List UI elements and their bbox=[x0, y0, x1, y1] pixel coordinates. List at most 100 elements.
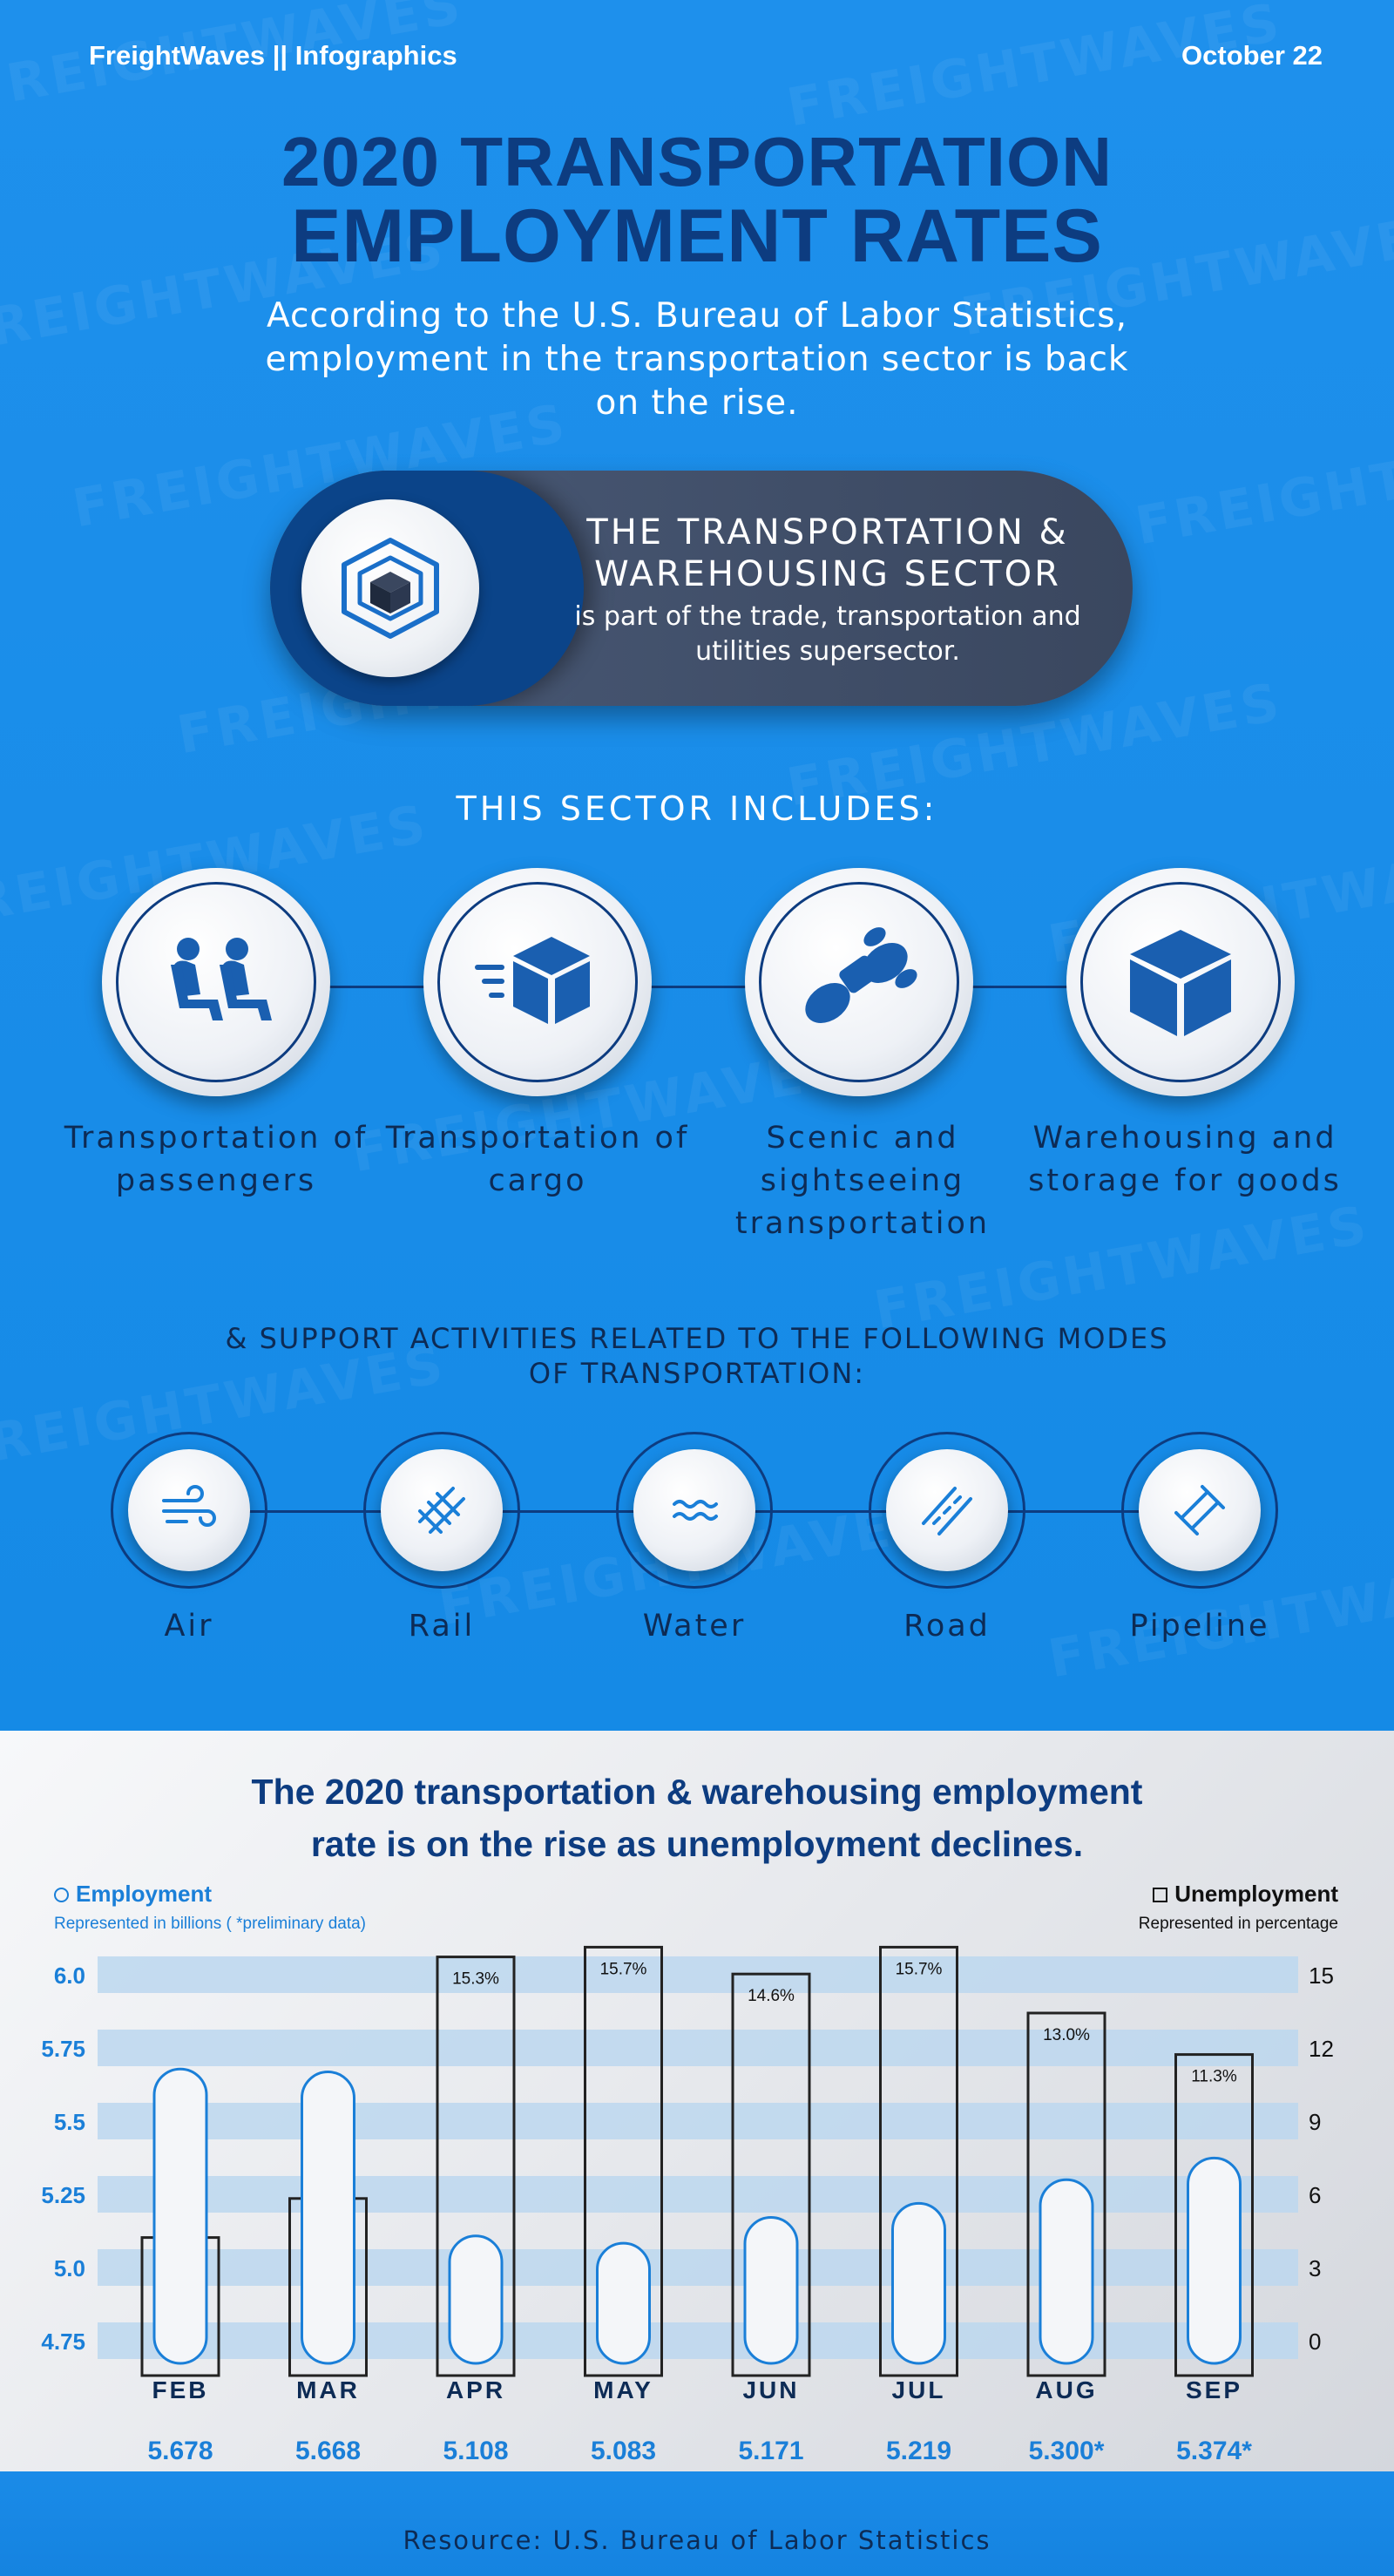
legend-unemployment-label: Unemployment bbox=[1174, 1881, 1338, 1907]
employment-value-label: 5.108 bbox=[443, 2437, 508, 2465]
month-label: SEP bbox=[1186, 2376, 1242, 2403]
unemployment-bar bbox=[731, 1972, 811, 2377]
infographic-top: FREIGHTWAVES FREIGHTWAVES FREIGHTWAVES F… bbox=[0, 0, 1394, 1731]
warehousing-circle bbox=[1066, 868, 1295, 1096]
unemployment-bar bbox=[1026, 2011, 1106, 2377]
legend-employment: Employment Represented in billions ( *pr… bbox=[54, 1881, 366, 1934]
legend-employment-marker bbox=[54, 1888, 69, 1902]
right-axis-note: Represented in percentage bbox=[1138, 1915, 1338, 1933]
binoculars-icon bbox=[805, 927, 917, 1023]
grid-band bbox=[98, 2103, 1298, 2139]
includes-connector bbox=[218, 986, 1194, 988]
left-tick-label: 6.0 bbox=[54, 1963, 85, 1989]
unemployment-bar bbox=[584, 1945, 663, 2377]
pill-body: is part of the trade, transportation and… bbox=[574, 601, 1081, 667]
pill-icon-circle bbox=[301, 499, 479, 677]
mode-circle-pipeline bbox=[1139, 1449, 1261, 1571]
month-label: APR bbox=[446, 2376, 505, 2403]
wind-icon bbox=[162, 1485, 216, 1527]
left-axis-note: Represented in billions ( *preliminary d… bbox=[54, 1915, 367, 1933]
brand-label: FreightWaves || Infographics bbox=[89, 40, 457, 71]
employment-bar bbox=[743, 2216, 799, 2365]
pill-heading-2: WAREHOUSING SECTOR bbox=[594, 554, 1061, 594]
employment-bar bbox=[301, 2071, 355, 2365]
source-note: Resource: U.S. Bureau of Labor Statistic… bbox=[403, 2525, 991, 2555]
page-title-line2: EMPLOYMENT RATES bbox=[291, 194, 1103, 278]
mode-ring-water bbox=[616, 1432, 773, 1589]
right-tick-label: 15 bbox=[1309, 1963, 1334, 1989]
right-tick-label: 6 bbox=[1309, 2182, 1321, 2208]
unemployment-value-label: 13.0% bbox=[1043, 2026, 1090, 2044]
grid-band bbox=[98, 2176, 1298, 2213]
mode-ring-road bbox=[869, 1432, 1025, 1589]
mode-circle-air bbox=[128, 1449, 250, 1571]
left-tick-label: 5.0 bbox=[54, 2255, 85, 2281]
employment-bar bbox=[1039, 2178, 1094, 2365]
support-heading: & SUPPORT ACTIVITIES RELATED TO THE FOLL… bbox=[225, 1322, 1169, 1390]
legend-employment-label: Employment bbox=[76, 1881, 213, 1907]
mode-label-rail: Rail bbox=[408, 1609, 476, 1644]
grid-band bbox=[98, 2030, 1298, 2066]
includes-label-3: Scenic and sightseeing transportation bbox=[734, 1121, 991, 1241]
month-label: AUG bbox=[1035, 2376, 1097, 2403]
unemployment-bar bbox=[879, 1945, 958, 2377]
right-tick-label: 3 bbox=[1309, 2255, 1321, 2281]
unemployment-value-label: 15.7% bbox=[600, 1960, 647, 1978]
mode-label-road: Road bbox=[903, 1609, 991, 1644]
moving-box-icon bbox=[475, 937, 590, 1024]
employment-bar bbox=[1187, 2156, 1242, 2365]
chart-section: The 2020 transportation & warehousing em… bbox=[0, 1731, 1394, 2471]
pill-cap bbox=[270, 471, 584, 706]
road-icon bbox=[922, 1487, 972, 1535]
employment-value-label: 5.219 bbox=[886, 2437, 951, 2465]
sector-pill: THE TRANSPORTATION & WAREHOUSING SECTOR … bbox=[270, 471, 1133, 706]
sightseeing-circle bbox=[745, 868, 973, 1096]
mode-ring-pipeline bbox=[1121, 1432, 1278, 1589]
legend-unemployment-marker bbox=[1153, 1888, 1168, 1902]
employment-bar bbox=[891, 2201, 946, 2365]
mode-ring-air bbox=[111, 1432, 267, 1589]
employment-bar bbox=[448, 2234, 504, 2365]
left-tick-label: 5.25 bbox=[41, 2182, 85, 2208]
cargo-circle bbox=[423, 868, 652, 1096]
unemployment-value-label: 14.6% bbox=[748, 1987, 795, 2005]
mode-label-air: Air bbox=[164, 1609, 214, 1644]
employment-value-label: 5.374* bbox=[1176, 2437, 1252, 2465]
grid-band bbox=[98, 2249, 1298, 2286]
left-tick-label: 4.75 bbox=[41, 2329, 85, 2355]
warehouse-cube-icon bbox=[342, 538, 439, 639]
mode-label-water: Water bbox=[642, 1609, 747, 1644]
employment-bar bbox=[596, 2241, 651, 2365]
railroad-icon bbox=[418, 1487, 465, 1534]
employment-value-label: 5.300* bbox=[1029, 2437, 1105, 2465]
unemployment-bar bbox=[1174, 2053, 1254, 2377]
waves-icon bbox=[673, 1500, 718, 1521]
employment-value-label: 5.668 bbox=[295, 2437, 361, 2465]
mode-circle-road bbox=[886, 1449, 1008, 1571]
passenger-seats-icon bbox=[171, 938, 272, 1020]
mode-circle-rail bbox=[381, 1449, 503, 1571]
employment-bar bbox=[152, 2067, 208, 2365]
month-label: FEB bbox=[152, 2376, 209, 2403]
includes-label-1: Transportation of passengers bbox=[64, 1121, 369, 1198]
unemployment-bar bbox=[436, 1956, 516, 2377]
employment-value-label: 5.083 bbox=[591, 2437, 656, 2465]
month-label: JUL bbox=[892, 2376, 946, 2403]
watermark: FREIGHTWAVES bbox=[1131, 410, 1394, 558]
unemployment-value-label: 11.3% bbox=[1191, 2068, 1237, 2086]
page-subtitle: According to the U.S. Bureau of Labor St… bbox=[265, 296, 1129, 423]
cube-icon bbox=[1130, 930, 1231, 1036]
legend-unemployment: Unemployment Represented in percentage bbox=[1139, 1881, 1338, 1934]
footer: Resource: U.S. Bureau of Labor Statistic… bbox=[0, 2471, 1394, 2576]
right-tick-label: 0 bbox=[1309, 2329, 1321, 2355]
unemployment-value-label: 15.7% bbox=[896, 1960, 943, 1978]
unemployment-value-label: 15.3% bbox=[452, 1970, 499, 1989]
includes-label-2: Transportation of cargo bbox=[385, 1121, 690, 1198]
chart-title: The 2020 transportation & warehousing em… bbox=[251, 1772, 1143, 1864]
right-tick-label: 9 bbox=[1309, 2109, 1321, 2135]
mode-circle-water bbox=[633, 1449, 755, 1571]
month-label: JUN bbox=[742, 2376, 799, 2403]
page-title-line1: 2020 TRANSPORTATION bbox=[281, 123, 1113, 200]
passengers-circle bbox=[102, 868, 330, 1096]
